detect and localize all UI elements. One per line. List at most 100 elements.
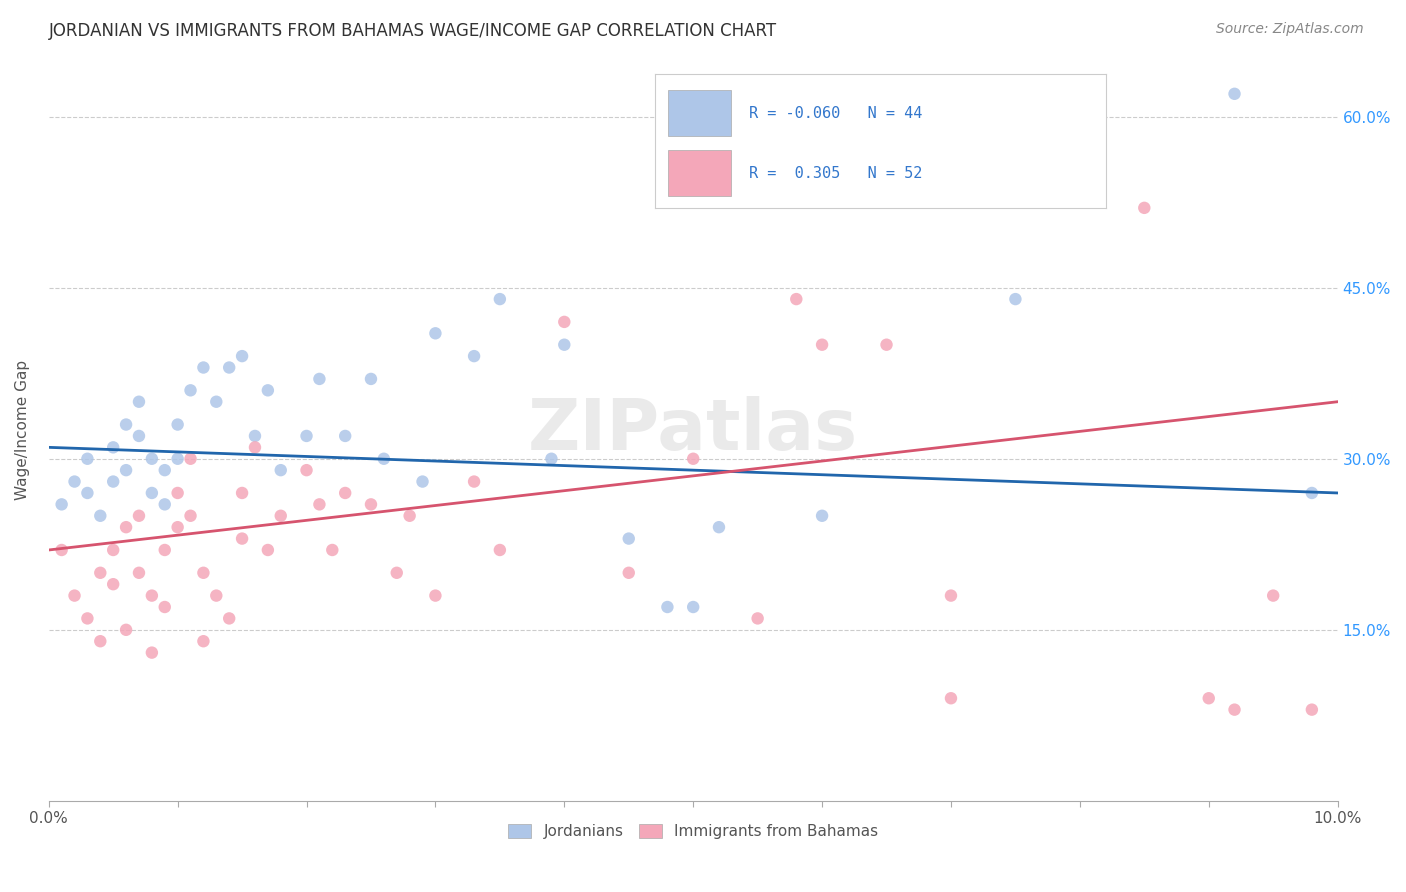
Point — [243, 441, 266, 455]
Point — [76, 611, 98, 625]
Point — [128, 394, 150, 409]
Point — [1223, 703, 1246, 717]
Point — [257, 543, 280, 558]
Point — [682, 451, 704, 466]
Point — [128, 508, 150, 523]
Legend: Jordanians, Immigrants from Bahamas: Jordanians, Immigrants from Bahamas — [502, 818, 884, 845]
Point — [231, 532, 253, 546]
Point — [1223, 87, 1246, 101]
Point — [939, 691, 962, 706]
Point — [295, 429, 318, 443]
Point — [103, 543, 125, 558]
Point — [63, 589, 86, 603]
Point — [115, 417, 138, 432]
Point — [463, 475, 485, 489]
Point — [412, 475, 434, 489]
Point — [1004, 292, 1026, 306]
Point — [153, 497, 176, 511]
Point — [51, 497, 73, 511]
Point — [489, 543, 512, 558]
Point — [51, 543, 73, 558]
Point — [1301, 486, 1323, 500]
Point — [153, 463, 176, 477]
Point — [270, 463, 292, 477]
Point — [308, 372, 330, 386]
Point — [166, 451, 188, 466]
Point — [360, 372, 382, 386]
Point — [115, 520, 138, 534]
Point — [876, 337, 898, 351]
Point — [63, 475, 86, 489]
Point — [295, 463, 318, 477]
Point — [373, 451, 395, 466]
Point — [89, 634, 111, 648]
Point — [193, 634, 215, 648]
Point — [180, 451, 202, 466]
Point — [153, 543, 176, 558]
Point — [682, 600, 704, 615]
Point — [308, 497, 330, 511]
Point — [103, 577, 125, 591]
Y-axis label: Wage/Income Gap: Wage/Income Gap — [15, 360, 30, 500]
Point — [257, 384, 280, 398]
Point — [231, 486, 253, 500]
Point — [141, 451, 163, 466]
Point — [166, 520, 188, 534]
Text: Source: ZipAtlas.com: Source: ZipAtlas.com — [1216, 22, 1364, 37]
Point — [76, 451, 98, 466]
Point — [166, 486, 188, 500]
Point — [103, 441, 125, 455]
Point — [231, 349, 253, 363]
Point — [553, 337, 575, 351]
Point — [1301, 703, 1323, 717]
Point — [193, 566, 215, 580]
Point — [360, 497, 382, 511]
Point — [141, 646, 163, 660]
Point — [425, 326, 447, 341]
Point — [141, 589, 163, 603]
Point — [205, 589, 228, 603]
Point — [385, 566, 408, 580]
Point — [153, 600, 176, 615]
Point — [76, 486, 98, 500]
Point — [321, 543, 343, 558]
Point — [335, 486, 357, 500]
Point — [489, 292, 512, 306]
Point — [657, 600, 679, 615]
Point — [180, 384, 202, 398]
Point — [115, 463, 138, 477]
Point — [218, 360, 240, 375]
Text: JORDANIAN VS IMMIGRANTS FROM BAHAMAS WAGE/INCOME GAP CORRELATION CHART: JORDANIAN VS IMMIGRANTS FROM BAHAMAS WAG… — [49, 22, 778, 40]
Point — [89, 508, 111, 523]
Point — [89, 566, 111, 580]
Point — [1198, 691, 1220, 706]
Point — [540, 451, 562, 466]
Point — [425, 589, 447, 603]
Point — [166, 417, 188, 432]
Point — [939, 589, 962, 603]
Point — [335, 429, 357, 443]
Point — [707, 520, 730, 534]
Point — [205, 394, 228, 409]
Point — [218, 611, 240, 625]
Point — [747, 611, 769, 625]
Point — [463, 349, 485, 363]
Point — [103, 475, 125, 489]
Point — [243, 429, 266, 443]
Point — [553, 315, 575, 329]
Point — [617, 532, 640, 546]
Point — [193, 360, 215, 375]
Point — [128, 566, 150, 580]
Point — [1263, 589, 1285, 603]
Point — [115, 623, 138, 637]
Point — [811, 337, 834, 351]
Point — [785, 292, 807, 306]
Point — [617, 566, 640, 580]
Point — [1133, 201, 1156, 215]
Point — [180, 508, 202, 523]
Point — [811, 508, 834, 523]
Point — [398, 508, 420, 523]
Text: ZIPatlas: ZIPatlas — [529, 396, 858, 465]
Point — [141, 486, 163, 500]
Point — [270, 508, 292, 523]
